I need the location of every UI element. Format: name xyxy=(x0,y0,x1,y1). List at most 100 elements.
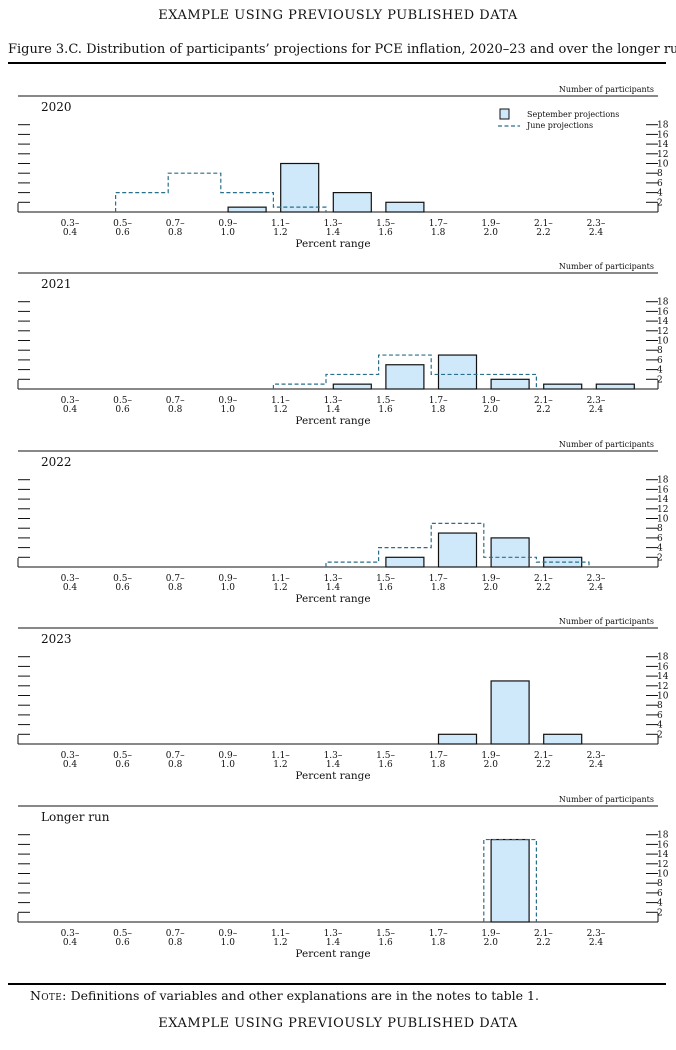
bar xyxy=(490,378,530,390)
y-tick-label: 2 xyxy=(657,553,663,563)
x-tick-label: 1.3– xyxy=(324,396,343,406)
y-tick-label: 10 xyxy=(657,515,669,525)
x-tick-label: 1.4 xyxy=(326,583,341,593)
x-tick-label: 1.1– xyxy=(271,396,290,406)
x-tick-label: 0.6 xyxy=(115,405,130,415)
x-tick-label: 2.2 xyxy=(536,760,550,770)
y-tick-label: 16 xyxy=(657,307,669,317)
x-tick-label: 1.5– xyxy=(376,929,395,939)
panel-1: Number of participants 2021 24681012141618… xyxy=(17,262,669,427)
x-axis-label: Percent range xyxy=(295,415,370,427)
bar xyxy=(490,537,530,568)
y-tick-label: 18 xyxy=(657,476,669,486)
panel-3: Number of participants 2023 24681012141618… xyxy=(17,617,669,782)
x-tick-label: 1.7– xyxy=(429,751,448,761)
x-tick-label: 0.9– xyxy=(218,219,237,229)
y-tick-label: 12 xyxy=(657,150,668,160)
legend-label-june: June projections xyxy=(526,121,593,130)
note-text: Definitions of variables and other expla… xyxy=(66,988,539,1003)
y-tick-label: 12 xyxy=(657,682,668,692)
x-tick-label: 0.6 xyxy=(115,938,130,948)
panel-label: 2020 xyxy=(41,100,72,114)
y-tick-label: 14 xyxy=(657,317,669,327)
x-tick-label: 2.3– xyxy=(587,574,606,584)
x-tick-label: 0.7– xyxy=(166,219,185,229)
x-tick-label: 1.0 xyxy=(221,938,236,948)
x-tick-label: 1.0 xyxy=(221,228,236,238)
x-tick-label: 2.2 xyxy=(536,938,550,948)
y-tick-label: 16 xyxy=(657,485,669,495)
x-tick-label: 0.7– xyxy=(166,396,185,406)
june-projection-line xyxy=(483,838,537,922)
x-tick-label: 2.4 xyxy=(589,760,604,770)
x-tick-label: 1.3– xyxy=(324,574,343,584)
x-tick-label: 0.9– xyxy=(218,751,237,761)
x-tick-label: 0.4 xyxy=(63,228,78,238)
bar xyxy=(385,556,425,568)
x-tick-label: 0.5– xyxy=(113,219,132,229)
x-tick-label: 1.0 xyxy=(221,583,236,593)
bar xyxy=(490,680,530,745)
x-tick-label: 0.3– xyxy=(61,219,80,229)
x-tick-label: 1.9– xyxy=(481,574,500,584)
x-tick-label: 0.5– xyxy=(113,396,132,406)
x-tick-label: 1.9– xyxy=(481,396,500,406)
x-tick-label: 1.2 xyxy=(273,228,287,238)
y-tick-label: 10 xyxy=(657,160,669,170)
x-tick-label: 0.8 xyxy=(168,938,183,948)
banner-top: EXAMPLE USING PREVIOUSLY PUBLISHED DATA xyxy=(158,8,518,23)
x-tick-label: 2.1– xyxy=(534,574,553,584)
x-tick-label: 1.3– xyxy=(324,219,343,229)
june-projection-line xyxy=(325,522,590,567)
y-tick-label: 6 xyxy=(657,889,663,899)
x-tick-label: 2.0 xyxy=(484,228,499,238)
y-tick-label: 14 xyxy=(657,495,669,505)
x-tick-label: 1.5– xyxy=(376,396,395,406)
x-tick-label: 2.3– xyxy=(587,396,606,406)
x-tick-label: 1.5– xyxy=(376,751,395,761)
legend-label-september: September projections xyxy=(527,110,619,119)
y-axis-label: Number of participants xyxy=(559,795,654,804)
x-tick-label: 0.6 xyxy=(115,760,130,770)
y-tick-label: 12 xyxy=(657,505,668,515)
x-tick-label: 1.2 xyxy=(273,760,287,770)
june-projection-line xyxy=(272,354,537,389)
x-axis-label: Percent range xyxy=(295,770,370,782)
x-tick-label: 2.1– xyxy=(534,219,553,229)
y-tick-label: 6 xyxy=(657,711,663,721)
x-tick-label: 1.3– xyxy=(324,751,343,761)
x-tick-label: 1.6 xyxy=(378,405,393,415)
x-axis-label: Percent range xyxy=(295,238,370,250)
x-tick-label: 1.6 xyxy=(378,760,393,770)
y-tick-label: 8 xyxy=(657,346,663,356)
x-tick-label: 2.1– xyxy=(534,751,553,761)
x-tick-label: 0.8 xyxy=(168,405,183,415)
x-tick-label: 1.8 xyxy=(431,760,446,770)
y-tick-label: 4 xyxy=(657,189,663,199)
june-projection-line xyxy=(115,172,327,212)
x-tick-label: 1.3– xyxy=(324,929,343,939)
y-tick-label: 18 xyxy=(657,653,669,663)
y-tick-label: 8 xyxy=(657,524,663,534)
y-tick-label: 4 xyxy=(657,721,663,731)
top-rule xyxy=(8,62,666,64)
bar xyxy=(595,383,635,390)
x-tick-label: 2.0 xyxy=(484,938,499,948)
y-axis-label: Number of participants xyxy=(559,85,654,94)
x-tick-label: 2.4 xyxy=(589,583,604,593)
x-tick-label: 0.7– xyxy=(166,751,185,761)
x-tick-label: 1.7– xyxy=(429,929,448,939)
panel-label: 2022 xyxy=(41,455,72,469)
x-tick-label: 1.2 xyxy=(273,405,287,415)
y-tick-label: 16 xyxy=(657,840,669,850)
x-tick-label: 0.4 xyxy=(63,938,78,948)
x-tick-label: 2.3– xyxy=(587,219,606,229)
y-tick-label: 8 xyxy=(657,701,663,711)
panel-2: Number of participants 2022 24681012141618… xyxy=(17,440,669,605)
x-tick-label: 1.5– xyxy=(376,219,395,229)
x-tick-label: 0.4 xyxy=(63,583,78,593)
x-tick-label: 0.8 xyxy=(168,583,183,593)
y-tick-label: 10 xyxy=(657,337,669,347)
banner-bottom: EXAMPLE USING PREVIOUSLY PUBLISHED DATA xyxy=(158,1016,518,1031)
x-tick-label: 0.9– xyxy=(218,396,237,406)
